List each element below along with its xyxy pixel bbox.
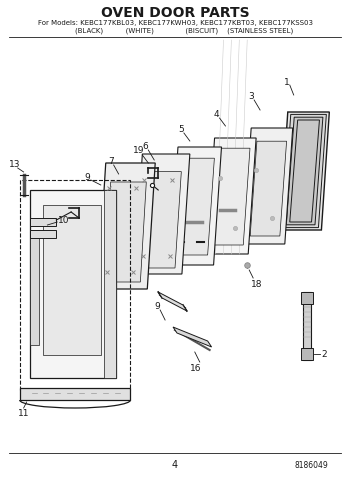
Polygon shape [176, 158, 214, 255]
Polygon shape [301, 348, 313, 360]
Text: 3: 3 [248, 91, 254, 100]
Polygon shape [29, 190, 116, 378]
Polygon shape [43, 205, 101, 355]
Polygon shape [20, 388, 131, 400]
Polygon shape [173, 327, 212, 347]
Text: 18: 18 [251, 280, 263, 288]
Text: 2: 2 [322, 350, 327, 358]
Text: 4: 4 [172, 460, 178, 470]
Text: For Models: KEBC177KBL03, KEBC177KWH03, KEBC177KBT03, KEBC177KSS03: For Models: KEBC177KBL03, KEBC177KWH03, … [37, 20, 313, 26]
Polygon shape [206, 138, 256, 254]
Polygon shape [212, 148, 250, 245]
Polygon shape [134, 154, 190, 274]
Polygon shape [141, 171, 181, 268]
Polygon shape [301, 292, 313, 304]
Text: OVEN DOOR PARTS: OVEN DOOR PARTS [101, 6, 249, 20]
Text: 9: 9 [84, 172, 90, 182]
Polygon shape [29, 230, 40, 345]
Polygon shape [29, 230, 56, 238]
Polygon shape [303, 292, 310, 360]
Polygon shape [104, 190, 116, 378]
Polygon shape [98, 163, 155, 289]
Polygon shape [29, 218, 56, 226]
Text: 7: 7 [108, 156, 113, 166]
Polygon shape [283, 114, 326, 227]
Text: 19: 19 [133, 145, 144, 155]
Text: 8186049: 8186049 [295, 460, 328, 469]
Polygon shape [286, 117, 323, 225]
Polygon shape [105, 182, 146, 282]
Polygon shape [158, 292, 187, 311]
Polygon shape [250, 141, 287, 236]
Text: 16: 16 [190, 364, 202, 372]
Text: 13: 13 [9, 159, 21, 169]
Text: 10: 10 [57, 215, 69, 225]
Text: 4: 4 [214, 110, 219, 118]
Polygon shape [280, 112, 329, 230]
Text: 5: 5 [178, 125, 184, 133]
Text: (BLACK)          (WHITE)              (BISCUIT)    (STAINLESS STEEL): (BLACK) (WHITE) (BISCUIT) (STAINLESS STE… [57, 28, 293, 34]
Text: 9: 9 [154, 301, 160, 311]
Polygon shape [170, 147, 222, 265]
Text: 1: 1 [284, 77, 290, 86]
Text: 6: 6 [142, 142, 148, 151]
Text: 11: 11 [18, 409, 29, 417]
Polygon shape [243, 128, 293, 244]
